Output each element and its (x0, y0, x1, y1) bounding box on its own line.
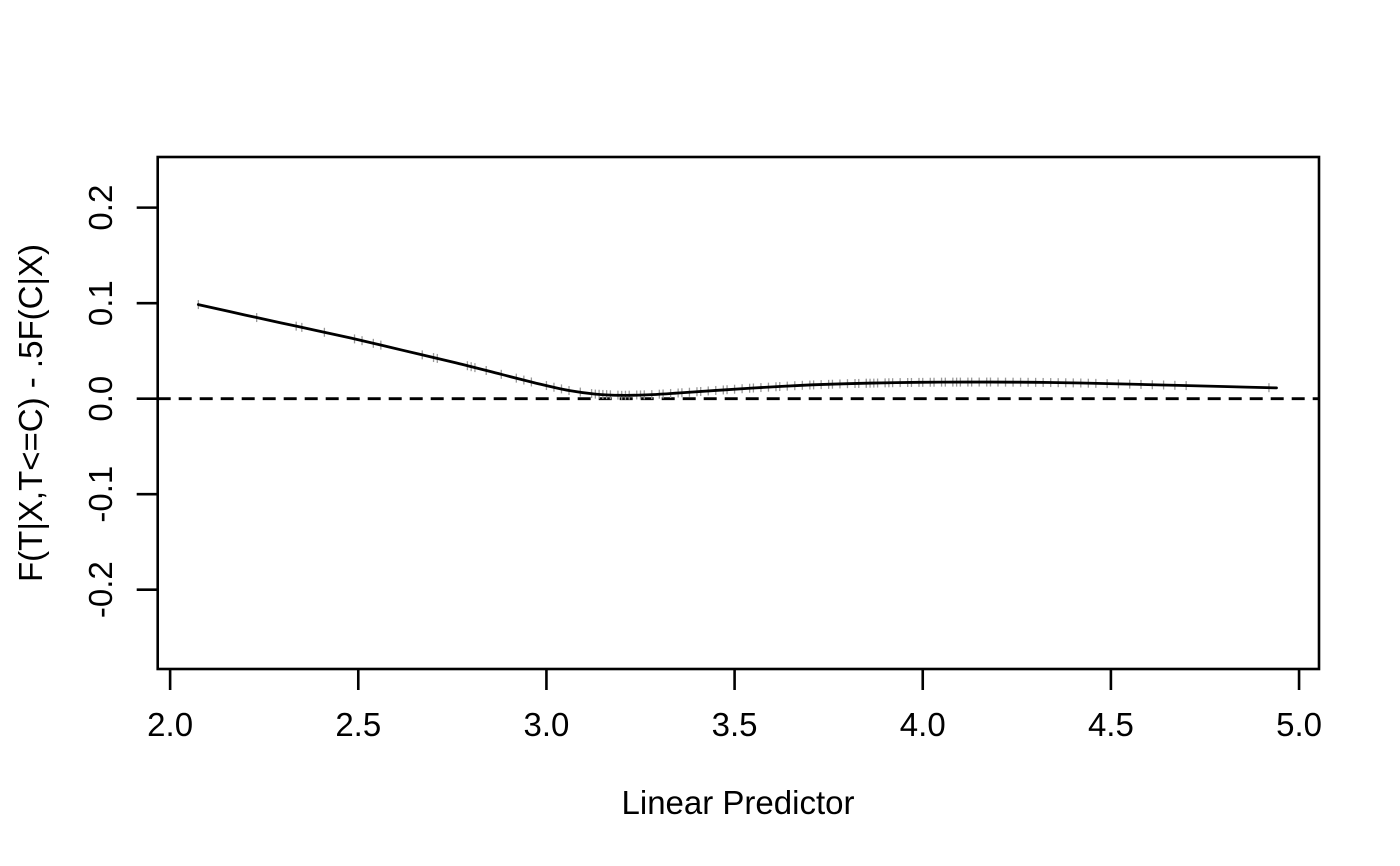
x-axis-ticks (168, 669, 1301, 690)
x-tick-label: 2.5 (335, 706, 381, 743)
calibration-curve (196, 303, 1278, 397)
y-tick-label: -0.1 (82, 466, 119, 523)
y-tick-label: 0.1 (82, 280, 119, 326)
x-axis-tick-labels: 2.0 2.5 3.0 3.5 4.0 4.5 5.0 (147, 706, 1322, 743)
y-axis-ticks (136, 206, 158, 592)
y-tick-label: 0.2 (82, 185, 119, 231)
plot-border (156, 155, 1321, 671)
x-tick-label: 5.0 (1276, 706, 1322, 743)
x-tick-label: 3.0 (523, 706, 569, 743)
y-axis-tick-labels: -0.2 -0.1 0.0 0.1 0.2 (82, 185, 119, 618)
fitted-curve-path (196, 303, 1278, 397)
x-axis-title: Linear Predictor (622, 784, 855, 821)
x-tick-label: 4.0 (900, 706, 946, 743)
y-tick-label: 0.0 (82, 376, 119, 422)
y-tick-label: -0.2 (82, 561, 119, 618)
x-tick-label: 4.5 (1088, 706, 1134, 743)
x-tick-label: 3.5 (712, 706, 758, 743)
y-axis-title: F(T|X,T<=C) - .5F(C|X) (12, 244, 49, 582)
x-tick-label: 2.0 (147, 706, 193, 743)
